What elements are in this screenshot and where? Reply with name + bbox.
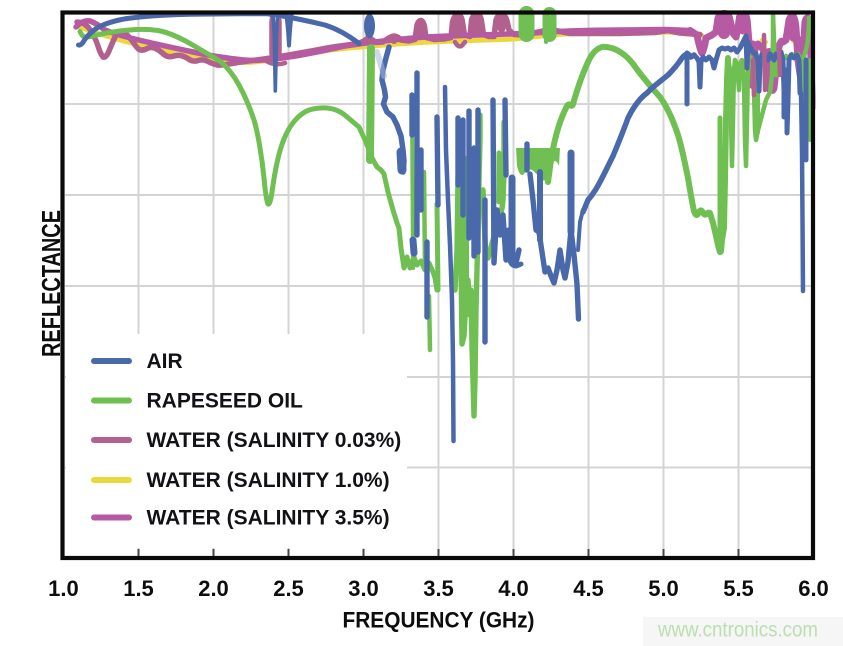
svg-text:www.cntronics.com: www.cntronics.com — [657, 619, 818, 642]
svg-text:1.5: 1.5 — [123, 576, 154, 601]
svg-text:RAPESEED OIL: RAPESEED OIL — [147, 390, 304, 413]
svg-text:FREQUENCY (GHz): FREQUENCY (GHz) — [343, 608, 535, 633]
svg-text:3.0: 3.0 — [348, 576, 379, 601]
svg-text:3.5: 3.5 — [423, 576, 454, 601]
svg-text:1.0: 1.0 — [48, 576, 79, 601]
svg-text:REFLECTANCE: REFLECTANCE — [36, 210, 66, 357]
svg-text:WATER (SALINITY 1.0%): WATER (SALINITY 1.0%) — [147, 469, 390, 492]
svg-text:4.5: 4.5 — [573, 576, 604, 601]
svg-text:4.0: 4.0 — [498, 576, 529, 601]
svg-text:2.0: 2.0 — [198, 576, 229, 601]
svg-text:5.0: 5.0 — [648, 576, 679, 601]
svg-text:5.5: 5.5 — [723, 576, 754, 601]
svg-text:AIR: AIR — [147, 350, 183, 373]
svg-text:WATER (SALINITY 3.5%): WATER (SALINITY 3.5%) — [147, 507, 390, 530]
svg-text:2.5: 2.5 — [273, 576, 304, 601]
svg-text:WATER (SALINITY 0.03%): WATER (SALINITY 0.03%) — [147, 429, 402, 452]
svg-text:6.0: 6.0 — [798, 576, 829, 601]
